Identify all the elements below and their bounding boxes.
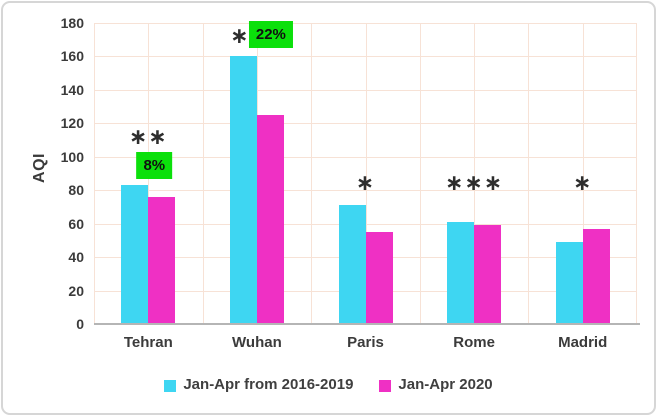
bar-wuhan-series0	[229, 56, 257, 324]
x-category-label: Tehran	[123, 334, 173, 351]
significance-stars: ∗	[230, 23, 250, 48]
legend-label: Jan-Apr 2020	[398, 376, 493, 393]
y-tick-label: 120	[60, 115, 84, 132]
legend: Jan-Apr from 2016-2019 Jan-Apr 2020	[0, 376, 657, 393]
significance-stars: ∗	[572, 170, 593, 195]
v-gridline	[528, 23, 530, 324]
bar-paris-series1	[365, 232, 393, 324]
y-tick-label: 60	[68, 215, 84, 232]
y-tick-label: 140	[60, 81, 84, 98]
v-gridline	[474, 23, 476, 324]
x-category-label: Madrid	[558, 334, 608, 351]
bar-rome-series0	[447, 222, 475, 324]
percent-change-badge: 8%	[136, 152, 173, 179]
x-category-label: Wuhan	[232, 334, 282, 351]
significance-stars: ∗	[355, 170, 376, 195]
y-tick-label: 160	[60, 48, 84, 65]
y-tick-label: 100	[60, 148, 84, 165]
x-category-label: Paris	[347, 334, 384, 351]
legend-label: Jan-Apr from 2016-2019	[183, 376, 354, 393]
bar-rome-series1	[474, 225, 502, 324]
bar-tehran-series1	[148, 196, 176, 324]
x-axis-line	[94, 323, 640, 325]
v-gridline	[311, 23, 313, 324]
y-tick-label: 40	[68, 249, 84, 266]
bar-madrid-series0	[555, 242, 583, 324]
legend-item-series0: Jan-Apr from 2016-2019	[164, 376, 353, 393]
y-tick-label: 80	[68, 182, 84, 199]
legend-swatch	[164, 379, 177, 392]
v-gridline	[94, 23, 95, 324]
v-gridline	[582, 23, 584, 324]
plot-area	[94, 23, 640, 325]
bar-paris-series0	[338, 205, 366, 324]
y-tick-label: 180	[60, 15, 84, 31]
percent-change-badge: 22%	[248, 21, 293, 48]
v-gridline	[419, 23, 421, 324]
v-gridline	[202, 23, 204, 324]
x-category-label: Rome	[453, 334, 495, 351]
y-tick-label: 20	[68, 282, 84, 299]
bar-wuhan-series1	[256, 114, 284, 324]
legend-item-series1: Jan-Apr 2020	[379, 376, 493, 393]
y-tick-label: 0	[76, 316, 84, 332]
significance-stars: ∗∗∗	[444, 170, 504, 195]
v-gridline	[365, 23, 367, 324]
v-gridline	[636, 23, 637, 324]
legend-swatch	[379, 379, 392, 392]
bar-madrid-series1	[582, 228, 610, 324]
bar-tehran-series0	[121, 185, 149, 324]
significance-stars: ∗∗	[128, 124, 168, 149]
